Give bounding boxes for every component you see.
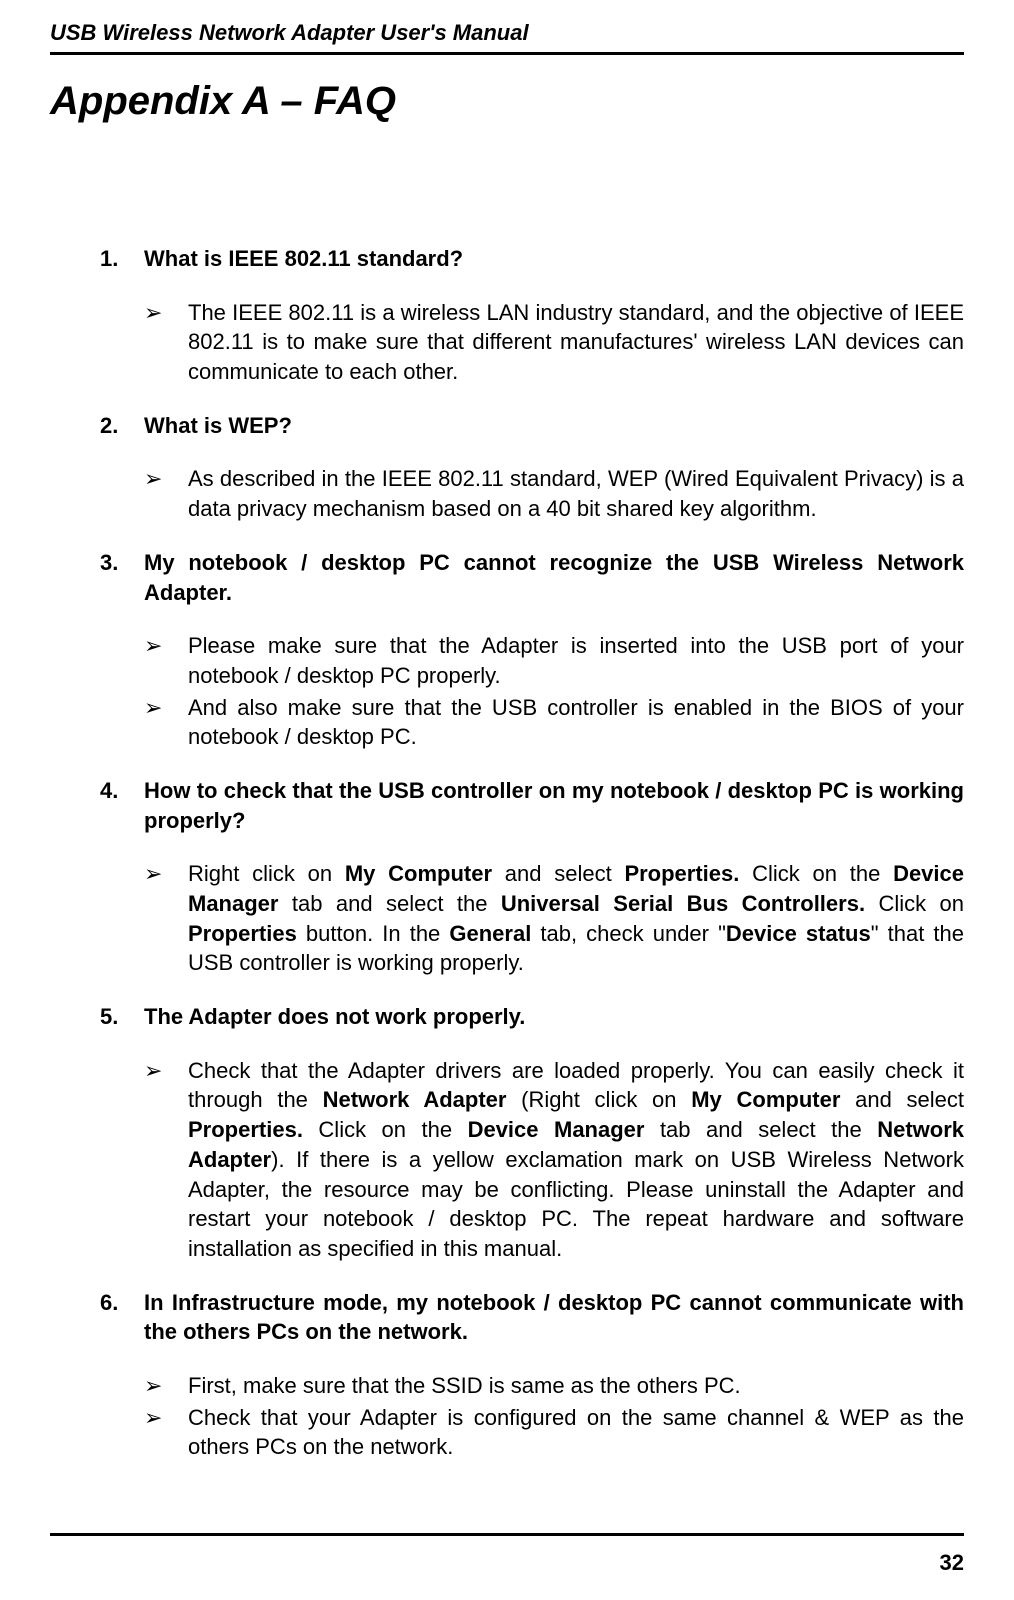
faq-answer: ➢And also make sure that the USB control…: [100, 693, 964, 752]
faq-question: 3.My notebook / desktop PC cannot recogn…: [100, 548, 964, 607]
faq-question-text: How to check that the USB controller on …: [144, 776, 964, 835]
faq-question: 1.What is IEEE 802.11 standard?: [100, 244, 964, 274]
faq-answer: ➢First, make sure that the SSID is same …: [100, 1371, 964, 1401]
faq-content: 1.What is IEEE 802.11 standard?➢The IEEE…: [50, 244, 964, 1462]
faq-question: 6.In Infrastructure mode, my notebook / …: [100, 1288, 964, 1347]
chevron-right-icon: ➢: [144, 631, 188, 690]
footer-rule: [50, 1533, 964, 1536]
faq-answer-text: Please make sure that the Adapter is ins…: [188, 631, 964, 690]
faq-question-text: The Adapter does not work properly.: [144, 1002, 964, 1032]
chevron-right-icon: ➢: [144, 464, 188, 523]
chevron-right-icon: ➢: [144, 1403, 188, 1462]
faq-answer-text: Check that the Adapter drivers are loade…: [188, 1056, 964, 1264]
faq-question-number: 5.: [100, 1002, 144, 1032]
faq-answer-text: Right click on My Computer and select Pr…: [188, 859, 964, 978]
faq-question-text: My notebook / desktop PC cannot recogniz…: [144, 548, 964, 607]
page-title: Appendix A – FAQ: [50, 79, 964, 124]
chevron-right-icon: ➢: [144, 1056, 188, 1264]
page-header: USB Wireless Network Adapter User's Manu…: [50, 20, 964, 52]
faq-question-text: What is IEEE 802.11 standard?: [144, 244, 964, 274]
faq-answer: ➢Check that the Adapter drivers are load…: [100, 1056, 964, 1264]
faq-answer-text: Check that your Adapter is configured on…: [188, 1403, 964, 1462]
faq-question: 2.What is WEP?: [100, 411, 964, 441]
faq-answer: ➢The IEEE 802.11 is a wireless LAN indus…: [100, 298, 964, 387]
faq-answer: ➢As described in the IEEE 802.11 standar…: [100, 464, 964, 523]
faq-question-text: What is WEP?: [144, 411, 964, 441]
chevron-right-icon: ➢: [144, 298, 188, 387]
chevron-right-icon: ➢: [144, 859, 188, 978]
page-number: 32: [940, 1550, 964, 1576]
faq-question-number: 2.: [100, 411, 144, 441]
faq-answer: ➢Please make sure that the Adapter is in…: [100, 631, 964, 690]
faq-answer-text: First, make sure that the SSID is same a…: [188, 1371, 964, 1401]
faq-answer: ➢Check that your Adapter is configured o…: [100, 1403, 964, 1462]
faq-question: 4.How to check that the USB controller o…: [100, 776, 964, 835]
header-rule: [50, 52, 964, 55]
faq-question-number: 1.: [100, 244, 144, 274]
faq-answer-text: As described in the IEEE 802.11 standard…: [188, 464, 964, 523]
chevron-right-icon: ➢: [144, 1371, 188, 1401]
faq-answer-text: And also make sure that the USB controll…: [188, 693, 964, 752]
faq-question-number: 4.: [100, 776, 144, 835]
faq-question: 5.The Adapter does not work properly.: [100, 1002, 964, 1032]
faq-question-number: 6.: [100, 1288, 144, 1347]
chevron-right-icon: ➢: [144, 693, 188, 752]
faq-answer: ➢Right click on My Computer and select P…: [100, 859, 964, 978]
faq-answer-text: The IEEE 802.11 is a wireless LAN indust…: [188, 298, 964, 387]
faq-question-number: 3.: [100, 548, 144, 607]
faq-question-text: In Infrastructure mode, my notebook / de…: [144, 1288, 964, 1347]
